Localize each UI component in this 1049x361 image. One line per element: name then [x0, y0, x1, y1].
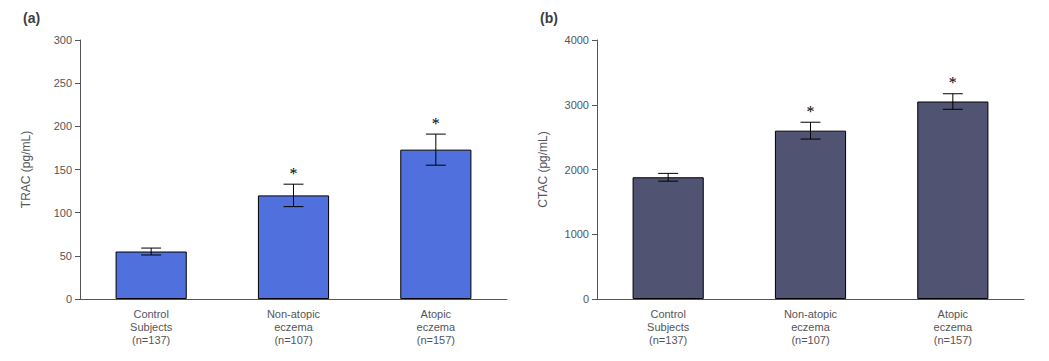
svg-text:Atopic: Atopic [421, 308, 452, 320]
svg-text:(b): (b) [540, 10, 558, 26]
svg-text:Subjects: Subjects [647, 321, 690, 333]
svg-text:Non-atopic: Non-atopic [267, 308, 321, 320]
svg-text:200: 200 [54, 120, 72, 132]
svg-text:eczema: eczema [274, 321, 313, 333]
svg-text:eczema: eczema [791, 321, 830, 333]
svg-text:(n=157): (n=157) [417, 334, 455, 346]
svg-text:150: 150 [54, 164, 72, 176]
svg-text:(n=157): (n=157) [934, 334, 972, 346]
svg-text:(n=107): (n=107) [791, 334, 829, 346]
svg-text:Non-atopic: Non-atopic [784, 308, 838, 320]
svg-text:Subjects: Subjects [130, 321, 173, 333]
svg-text:(n=107): (n=107) [274, 334, 312, 346]
svg-text:Control: Control [650, 308, 685, 320]
svg-text:(n=137): (n=137) [132, 334, 170, 346]
svg-text:300: 300 [54, 34, 72, 46]
svg-text:1000: 1000 [565, 228, 589, 240]
svg-text:*: * [290, 165, 298, 182]
svg-text:3000: 3000 [565, 99, 589, 111]
svg-text:(n=137): (n=137) [649, 334, 687, 346]
svg-text:*: * [432, 115, 440, 132]
svg-text:250: 250 [54, 77, 72, 89]
svg-text:100: 100 [54, 207, 72, 219]
svg-text:0: 0 [583, 293, 589, 305]
svg-text:eczema: eczema [934, 321, 973, 333]
svg-text:*: * [949, 74, 957, 91]
svg-text:eczema: eczema [417, 321, 456, 333]
svg-text:Control: Control [133, 308, 168, 320]
svg-text:50: 50 [60, 250, 72, 262]
svg-text:0: 0 [66, 293, 72, 305]
svg-text:TRAC (pg/mL): TRAC (pg/mL) [19, 131, 33, 208]
svg-text:Atopic: Atopic [938, 308, 969, 320]
svg-text:(a): (a) [23, 10, 40, 26]
svg-text:4000: 4000 [565, 34, 589, 46]
svg-text:CTAC (pg/mL): CTAC (pg/mL) [536, 131, 550, 207]
svg-text:2000: 2000 [565, 164, 589, 176]
svg-text:*: * [807, 103, 815, 120]
